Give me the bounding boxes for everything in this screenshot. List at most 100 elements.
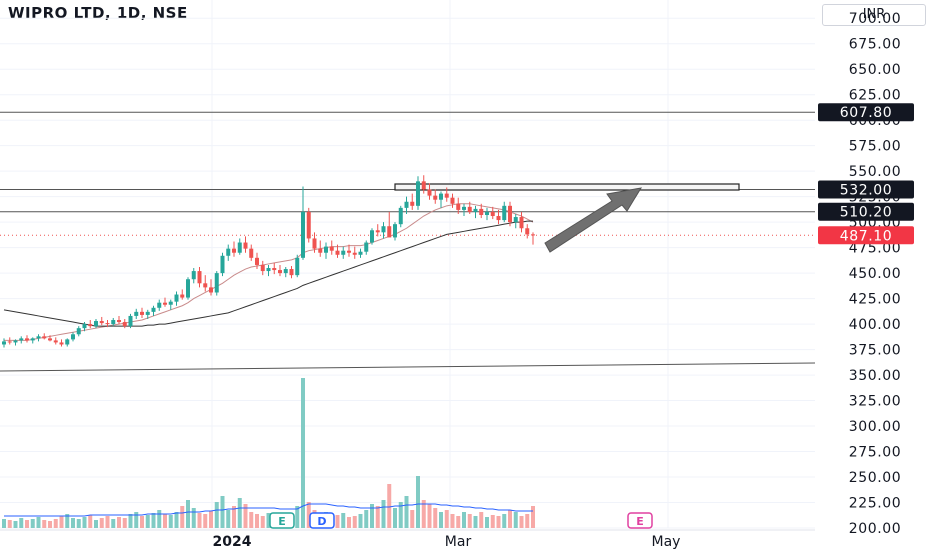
candle-body (174, 294, 179, 302)
price-label-badge (818, 226, 914, 245)
candle-body (191, 271, 196, 280)
volume-bar (456, 516, 461, 528)
candle-body (122, 322, 127, 327)
candle-body (7, 341, 12, 343)
volume-bar (2, 519, 6, 528)
candle-body (496, 216, 501, 221)
candle-body (168, 301, 173, 305)
volume-ma-line (4, 503, 533, 517)
y-tick-label: 550.00 (849, 164, 902, 180)
candle-body (209, 287, 213, 293)
currency-selector[interactable]: INR (822, 4, 926, 26)
candle-body (341, 250, 346, 255)
candle-body (421, 181, 426, 190)
candle-body (88, 324, 93, 327)
event-marker (309, 512, 335, 529)
volume-bar (404, 496, 409, 528)
volume-bar (122, 518, 127, 528)
candle-body (301, 211, 305, 258)
volume-bar (335, 515, 340, 528)
candle-body (19, 338, 24, 341)
volume-bar (496, 516, 501, 528)
candle-body (220, 255, 225, 274)
y-tick-label: 475.00 (849, 241, 902, 257)
volume-bar (168, 515, 173, 528)
volume-bar (421, 500, 426, 528)
candle-body (531, 234, 535, 236)
volume-bar (398, 502, 403, 528)
volume-bar (76, 519, 81, 528)
y-tick-label: 275.00 (849, 445, 902, 461)
candle-body (352, 252, 357, 255)
volume-bar (30, 519, 35, 528)
volume-bar (36, 517, 41, 528)
y-tick-label: 625.00 (849, 88, 902, 104)
candle-body (140, 311, 144, 315)
candle-body (25, 338, 29, 341)
candle-body (519, 217, 524, 229)
volume-bar (140, 516, 144, 528)
candle-body (65, 339, 70, 345)
volume-bar (266, 513, 271, 528)
volume-bar (237, 498, 242, 528)
volume-bar (151, 513, 156, 528)
volume-bar (71, 518, 75, 528)
candle-body (467, 206, 472, 212)
candle-body (283, 269, 288, 274)
volume-bar (214, 502, 219, 528)
candle-body (76, 328, 81, 335)
candle-body (318, 248, 323, 253)
candle-body (186, 279, 190, 298)
candle-body (502, 205, 507, 221)
price-label-text: 487.10 (840, 228, 893, 244)
volume-bar (128, 514, 133, 528)
volume-bar (13, 521, 18, 528)
candle-body (439, 193, 443, 200)
volume-bar (220, 496, 225, 528)
y-tick-label: 650.00 (849, 62, 902, 78)
candle-body (416, 181, 420, 206)
y-tick-label: 375.00 (849, 343, 902, 359)
volume-bar (82, 517, 87, 528)
candle-body (53, 340, 58, 343)
candle-body (306, 211, 311, 239)
volume-bar (306, 502, 311, 528)
candle-body (197, 271, 202, 284)
candle-body (157, 302, 162, 308)
volume-bar (370, 504, 374, 528)
volume-bar (479, 512, 484, 528)
candle-body (324, 246, 328, 253)
candle-body (30, 338, 35, 341)
candle-body (375, 230, 380, 233)
candle-body (255, 257, 259, 265)
volume-bar (490, 515, 495, 528)
volume-bar (416, 476, 420, 528)
candle-body (134, 311, 139, 316)
candle-body (278, 270, 282, 274)
volume-bar (243, 504, 248, 528)
candle-body (444, 193, 449, 198)
candle-body (433, 195, 438, 200)
volume-bar (94, 520, 98, 528)
price-label-badge (818, 180, 914, 199)
volume-bar (88, 515, 93, 528)
candle-body (36, 336, 41, 339)
event-marker (269, 512, 295, 529)
candle-body (370, 230, 374, 243)
volume-bar (186, 500, 190, 528)
y-tick-label: 575.00 (849, 139, 902, 155)
volume-bar (473, 516, 478, 528)
candle-body (266, 268, 271, 272)
candle-body (525, 228, 530, 235)
candle-body (94, 321, 98, 327)
candle-body (387, 226, 392, 238)
candle-body (214, 273, 219, 293)
candle-body (456, 203, 461, 210)
candle-body (404, 201, 409, 208)
volume-bar (19, 518, 24, 528)
volume-bar (393, 508, 397, 528)
volume-bar (53, 519, 58, 528)
y-tick-label: 250.00 (849, 470, 902, 486)
